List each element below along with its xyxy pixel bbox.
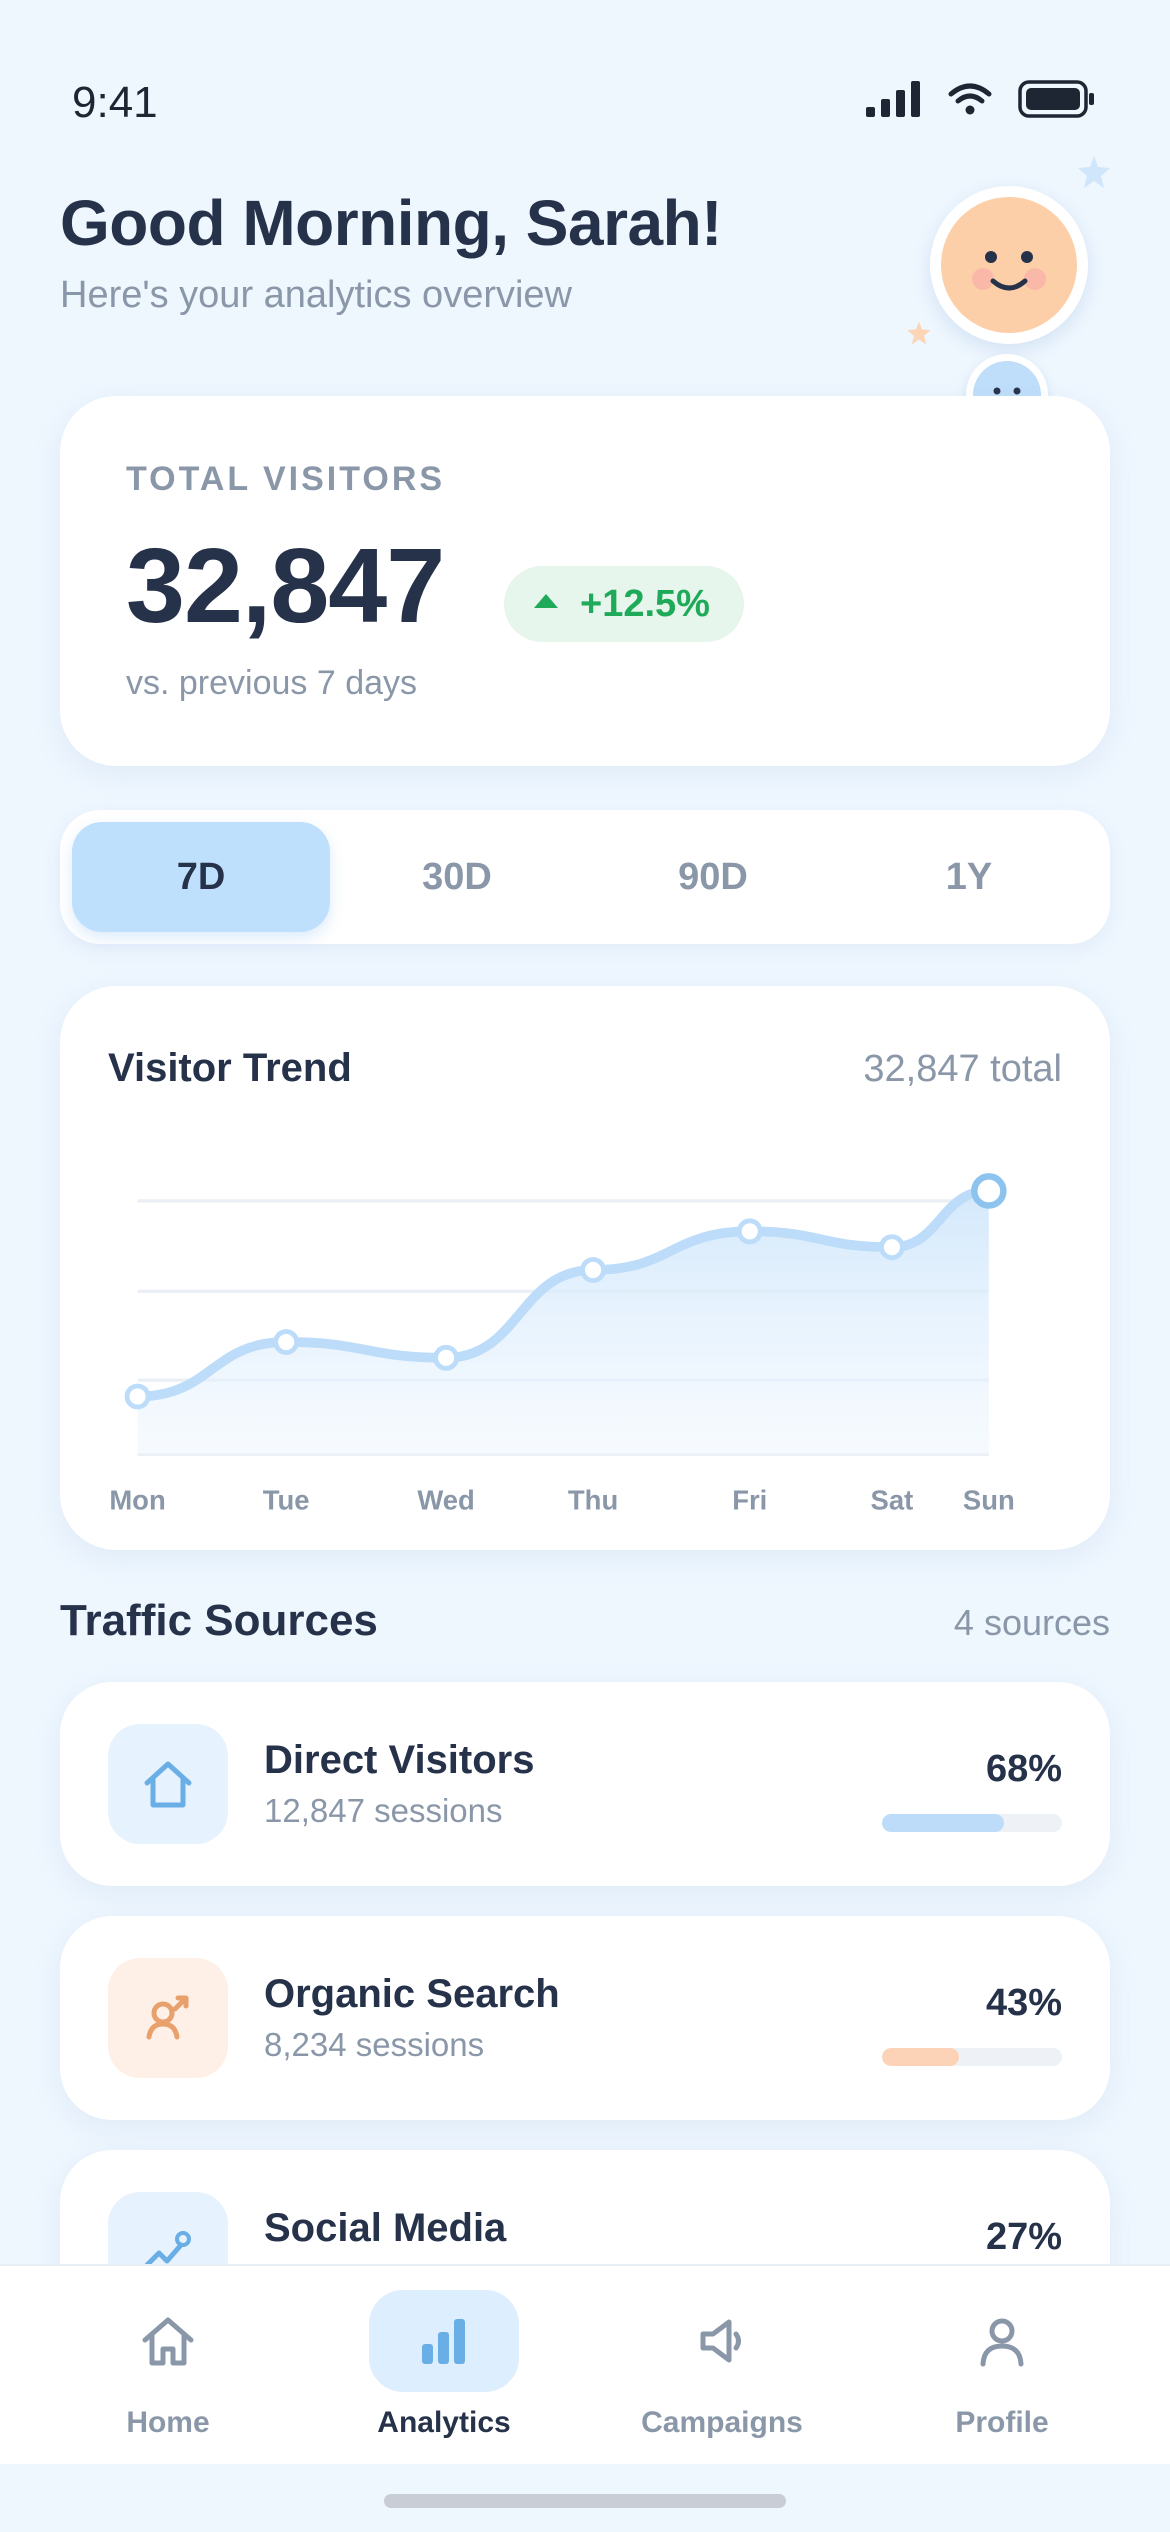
nav-label: Home xyxy=(126,2406,210,2439)
data-point-fri[interactable] xyxy=(736,1218,763,1245)
trend-title: Visitor Trend xyxy=(108,1046,352,1090)
bar-chart-icon xyxy=(369,2290,519,2392)
x-tick-label: Sun xyxy=(963,1484,1015,1515)
source-card-direct[interactable]: Direct Visitors 12,847 sessions 68% xyxy=(60,1682,1110,1886)
nav-label: Profile xyxy=(955,2406,1049,2439)
source-sessions: 12,847 sessions xyxy=(264,1792,503,1829)
nav-profile[interactable]: Profile xyxy=(887,2290,1117,2450)
megaphone-icon xyxy=(647,2290,797,2392)
person-icon xyxy=(927,2290,1077,2392)
avatar-mascot[interactable] xyxy=(930,186,1088,344)
total-visitors-card: TOTAL VISITORS 32,847 +12.5% vs. previou… xyxy=(60,396,1110,766)
trend-chart: Mon Tue Wed Thu Fri Sat Sun xyxy=(109,1173,1015,1515)
tab-7d[interactable]: 7D xyxy=(72,822,330,932)
source-name: Direct Visitors xyxy=(264,1738,535,1782)
source-progress-bar xyxy=(882,1814,1062,1832)
signal-icon xyxy=(866,81,920,117)
x-tick-label: Tue xyxy=(263,1484,310,1515)
bottom-nav: Home Analytics Campaigns Profile xyxy=(0,2264,1170,2464)
source-card-organic[interactable]: Organic Search 8,234 sessions 43% xyxy=(60,1916,1110,2120)
period-selector: 7D 30D 90D 1Y xyxy=(60,810,1110,944)
sparkle-star-icon xyxy=(1078,156,1110,188)
nav-campaigns[interactable]: Campaigns xyxy=(607,2290,837,2450)
source-sessions: 8,234 sessions xyxy=(264,2026,485,2063)
nav-home[interactable]: Home xyxy=(53,2290,283,2450)
source-progress-fill xyxy=(882,2048,960,2066)
greeting-title: Good Morning, Sarah! xyxy=(60,187,722,259)
trend-area xyxy=(137,1190,989,1455)
source-progress-bar xyxy=(882,2048,1062,2066)
data-point-sun[interactable] xyxy=(971,1173,1007,1209)
source-percent: 27% xyxy=(985,2216,1062,2258)
data-point-tue[interactable] xyxy=(273,1329,300,1355)
source-name: Organic Search xyxy=(264,1972,560,2016)
data-point-thu[interactable] xyxy=(580,1257,606,1283)
status-time: 9:41 xyxy=(72,78,158,127)
small-star-icon xyxy=(907,321,931,345)
nav-label: Analytics xyxy=(377,2406,511,2439)
source-name: Social Media xyxy=(264,2206,507,2250)
home-indicator[interactable] xyxy=(384,2494,786,2508)
data-point-mon[interactable] xyxy=(124,1383,151,1410)
x-tick-label: Wed xyxy=(417,1484,474,1515)
visitors-value: 32,847 xyxy=(126,527,445,645)
tab-30d[interactable]: 30D xyxy=(422,855,492,898)
x-tick-label: Mon xyxy=(109,1484,165,1515)
data-point-sat[interactable] xyxy=(878,1234,905,1261)
person-search-icon xyxy=(108,1958,228,2078)
tab-1y[interactable]: 1Y xyxy=(945,855,993,898)
change-badge: +12.5% xyxy=(504,566,744,642)
traffic-sources-count: 4 sources xyxy=(953,1602,1110,1643)
battery-icon xyxy=(1018,80,1094,118)
house-icon xyxy=(108,1724,228,1844)
nav-analytics[interactable]: Analytics xyxy=(329,2290,559,2450)
x-tick-label: Fri xyxy=(732,1484,767,1515)
comparison-text: vs. previous 7 days xyxy=(126,664,418,702)
data-point-wed[interactable] xyxy=(433,1344,459,1371)
tab-90d[interactable]: 90D xyxy=(678,855,748,898)
wifi-icon xyxy=(948,83,992,115)
source-percent: 68% xyxy=(985,1748,1062,1790)
status-icons xyxy=(866,80,1096,118)
traffic-sources-title: Traffic Sources xyxy=(60,1596,378,1645)
source-percent: 43% xyxy=(985,1982,1062,2024)
trend-total: 32,847 total xyxy=(863,1048,1062,1090)
change-value: +12.5% xyxy=(580,582,710,625)
source-progress-fill xyxy=(882,1814,1005,1832)
visitors-label: TOTAL VISITORS xyxy=(126,460,446,498)
greeting-subtitle: Here's your analytics overview xyxy=(60,274,572,316)
visitor-trend-card: Visitor Trend 32,847 total Mon Tue Wed Thu F… xyxy=(60,986,1110,1550)
smiley-face-icon xyxy=(941,197,1077,333)
up-arrow-icon xyxy=(534,594,558,608)
home-icon xyxy=(93,2290,243,2392)
x-tick-label: Thu xyxy=(568,1484,618,1515)
nav-label: Campaigns xyxy=(641,2406,803,2439)
x-tick-label: Sat xyxy=(871,1484,914,1515)
